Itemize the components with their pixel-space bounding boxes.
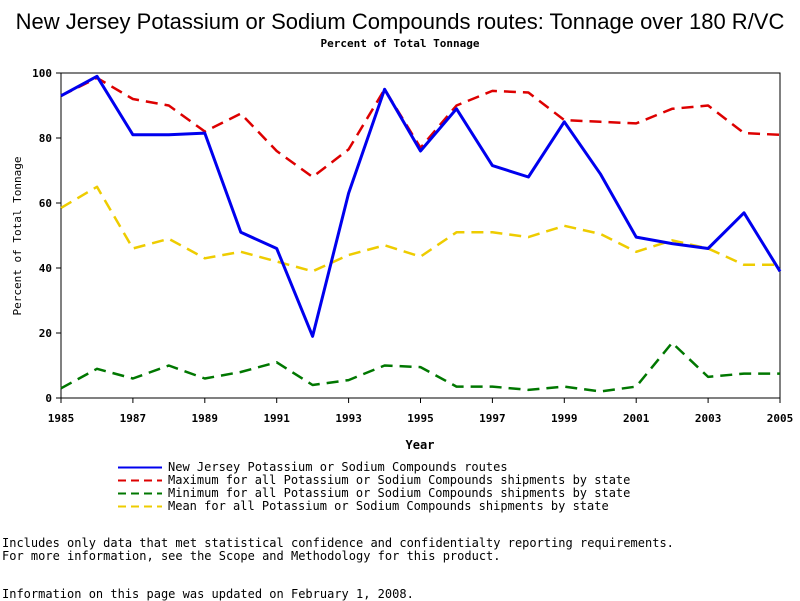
legend-item-maximum: Maximum for all Potassium or Sodium Comp… bbox=[118, 474, 738, 487]
update-note: Information on this page was updated on … bbox=[2, 587, 414, 601]
legend-swatch-minimum bbox=[118, 492, 162, 495]
y-tick-label: 40 bbox=[39, 262, 52, 275]
x-tick-label: 1993 bbox=[335, 412, 362, 425]
footnote-methodology: For more information, see the Scope and … bbox=[2, 549, 501, 563]
x-tick-label: 2001 bbox=[623, 412, 650, 425]
x-tick-label: 2005 bbox=[767, 412, 794, 425]
y-tick-label: 80 bbox=[39, 132, 52, 145]
legend-item-new-jersey: New Jersey Potassium or Sodium Compounds… bbox=[118, 461, 738, 474]
chart-legend: New Jersey Potassium or Sodium Compounds… bbox=[118, 461, 738, 513]
y-axis-label: Percent of Total Tonnage bbox=[11, 157, 24, 316]
y-tick-label: 60 bbox=[39, 197, 52, 210]
x-tick-label: 1987 bbox=[120, 412, 147, 425]
legend-item-minimum: Minimum for all Potassium or Sodium Comp… bbox=[118, 487, 738, 500]
footnote-confidence: Includes only data that met statistical … bbox=[2, 536, 674, 550]
x-axis-label: Year bbox=[406, 438, 435, 452]
legend-item-mean: Mean for all Potassium or Sodium Compoun… bbox=[118, 500, 738, 513]
legend-swatch-maximum bbox=[118, 479, 162, 482]
series-line-maximum bbox=[60, 76, 781, 179]
series-line-new-jersey bbox=[60, 74, 782, 338]
legend-label-minimum: Minimum for all Potassium or Sodium Comp… bbox=[168, 486, 631, 500]
legend-swatch-new-jersey bbox=[118, 466, 162, 469]
x-tick-label: 1985 bbox=[48, 412, 75, 425]
x-tick-label: 2003 bbox=[695, 412, 722, 425]
chart-title: New Jersey Potassium or Sodium Compounds… bbox=[15, 9, 785, 34]
legend-swatch-mean bbox=[118, 505, 162, 508]
plot-frame bbox=[60, 72, 781, 399]
series-line-mean bbox=[60, 185, 780, 273]
y-tick-label: 20 bbox=[39, 327, 52, 340]
x-tick-label: 1989 bbox=[192, 412, 219, 425]
y-tick-label: 0 bbox=[45, 392, 52, 405]
x-tick-label: 1991 bbox=[263, 412, 290, 425]
series-line-minimum bbox=[60, 341, 780, 393]
y-tick-label: 100 bbox=[32, 67, 52, 80]
x-tick-label: 1997 bbox=[479, 412, 506, 425]
legend-label-mean: Mean for all Potassium or Sodium Compoun… bbox=[168, 499, 609, 513]
chart-subtitle: Percent of Total Tonnage bbox=[320, 37, 480, 50]
legend-label-maximum: Maximum for all Potassium or Sodium Comp… bbox=[168, 473, 631, 487]
x-tick-label: 1999 bbox=[551, 412, 578, 425]
x-tick-label: 1995 bbox=[407, 412, 434, 425]
legend-label-new-jersey: New Jersey Potassium or Sodium Compounds… bbox=[168, 460, 508, 474]
